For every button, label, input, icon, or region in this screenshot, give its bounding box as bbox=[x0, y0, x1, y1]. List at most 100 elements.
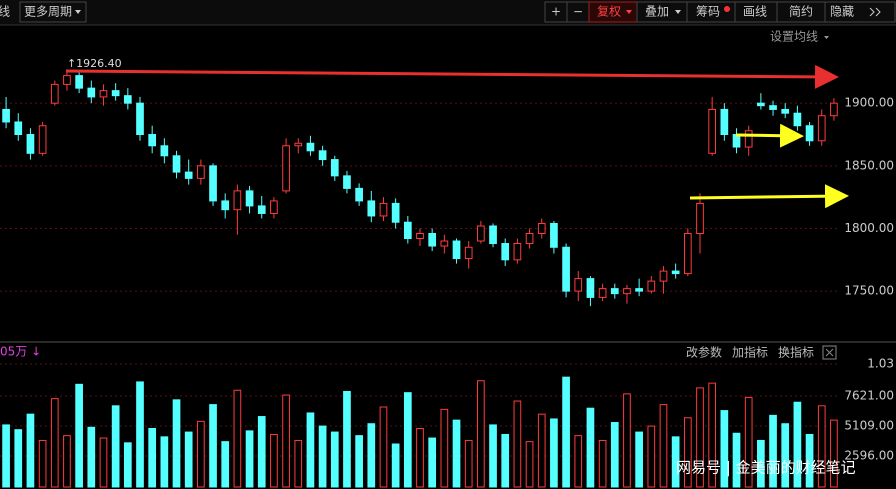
toolbar-item[interactable]: − bbox=[573, 5, 583, 19]
toolbar-item[interactable]: 线 bbox=[0, 5, 10, 19]
volume-bar bbox=[184, 431, 193, 488]
candle-body bbox=[99, 90, 108, 98]
candle-body bbox=[647, 280, 656, 292]
volume-bar bbox=[428, 437, 437, 488]
candle-body bbox=[355, 187, 363, 202]
volume-bar bbox=[87, 426, 96, 488]
candle-body bbox=[111, 90, 120, 97]
toolbar-item[interactable]: 筹码 bbox=[696, 5, 720, 19]
annotation-arrow bbox=[65, 64, 839, 89]
volume-bar bbox=[75, 383, 83, 488]
candle-body bbox=[817, 115, 826, 142]
volume-bar bbox=[623, 393, 631, 488]
volume-bar bbox=[294, 439, 303, 488]
volume-bar bbox=[744, 396, 753, 488]
y-tick-label: 1850.00 bbox=[844, 158, 894, 172]
candle-body bbox=[489, 225, 497, 245]
candle-body bbox=[623, 288, 631, 295]
candle-body bbox=[391, 202, 400, 223]
toolbar-item[interactable]: + bbox=[551, 5, 561, 19]
volume-bar bbox=[781, 423, 790, 488]
candle-body bbox=[2, 108, 10, 123]
volume-bar bbox=[550, 418, 558, 488]
candle-body bbox=[282, 145, 290, 192]
y-tick-label: 2596.00 bbox=[844, 449, 894, 463]
toolbar-right bbox=[544, 1, 896, 23]
toolbar-item[interactable]: 复权 bbox=[597, 5, 621, 19]
candle-body bbox=[683, 232, 692, 275]
toolbar-item[interactable]: 叠加 bbox=[645, 5, 669, 19]
volume-bar bbox=[647, 425, 656, 488]
candle-body bbox=[525, 232, 534, 245]
candle-body bbox=[440, 240, 449, 247]
candle-body bbox=[245, 190, 254, 207]
toolbar-item[interactable]: 简约 bbox=[789, 4, 813, 19]
panel-button[interactable]: 换指标 bbox=[778, 345, 814, 360]
candle-body bbox=[270, 200, 278, 214]
close-button[interactable] bbox=[822, 345, 837, 360]
volume-bar bbox=[379, 406, 388, 488]
candle-body bbox=[598, 288, 607, 298]
panel-button[interactable]: 加指标 bbox=[732, 345, 768, 360]
badge bbox=[724, 6, 730, 12]
candle-body bbox=[184, 171, 193, 179]
candle-body bbox=[513, 243, 522, 261]
candle-body bbox=[172, 155, 181, 173]
toolbar-item[interactable]: 更多周期 bbox=[24, 5, 72, 19]
candle-body bbox=[197, 165, 205, 179]
toolbar bbox=[0, 0, 896, 25]
panel-button[interactable]: 改参数 bbox=[686, 345, 722, 360]
volume-bar bbox=[63, 435, 71, 488]
volume-bar bbox=[671, 436, 680, 488]
toolbar-item[interactable]: 隐藏 bbox=[830, 5, 854, 19]
toolbar-item[interactable]: 画线 bbox=[743, 5, 767, 19]
candle-body bbox=[379, 202, 388, 217]
volume-bar bbox=[659, 404, 668, 488]
volume-bar bbox=[257, 416, 266, 488]
candle-body bbox=[708, 108, 717, 154]
volume-bar bbox=[343, 390, 351, 488]
candle-body bbox=[452, 240, 461, 260]
candle-body bbox=[477, 225, 485, 242]
candle-body bbox=[63, 75, 71, 85]
period-button[interactable] bbox=[19, 1, 87, 23]
candle-body bbox=[14, 121, 23, 136]
volume-bar bbox=[598, 439, 607, 488]
ma-setting[interactable]: 设置均线 bbox=[770, 30, 818, 44]
volume-bar bbox=[403, 392, 412, 488]
y-tick-label: 7621.00 bbox=[844, 389, 894, 403]
candle-body bbox=[464, 246, 473, 260]
y-tick-label: 1.03 bbox=[867, 357, 894, 371]
volume-bar bbox=[501, 433, 510, 488]
volume-bar bbox=[793, 401, 802, 488]
high-label: ↑1926.40 bbox=[67, 57, 122, 70]
candle-body bbox=[793, 112, 802, 127]
dropdown-icon bbox=[626, 10, 632, 14]
volume-bar bbox=[123, 442, 132, 488]
volume-bar bbox=[221, 441, 230, 488]
volume-bar bbox=[477, 380, 485, 488]
volume-bar bbox=[683, 417, 692, 488]
volume-bar bbox=[805, 433, 814, 488]
candle-body bbox=[50, 83, 59, 104]
marks: 1750.00 1800.00 1850.00 1900.00 2596.00 5109.… bbox=[0, 57, 894, 488]
volume-bar bbox=[282, 394, 290, 488]
volume-bar bbox=[245, 430, 254, 488]
candle-body bbox=[428, 232, 437, 247]
dropdown-icon bbox=[675, 10, 681, 14]
volume-bar bbox=[99, 437, 108, 488]
button[interactable] bbox=[824, 1, 896, 23]
candle-body bbox=[757, 102, 765, 107]
volume-bar bbox=[209, 404, 217, 488]
candle-body bbox=[781, 108, 790, 114]
volume-bar bbox=[148, 427, 157, 488]
candle-body bbox=[671, 270, 680, 275]
candle-body bbox=[769, 105, 777, 110]
candle-body bbox=[562, 246, 570, 292]
candle-body bbox=[136, 102, 144, 136]
candle-body bbox=[586, 278, 595, 298]
candle-body bbox=[744, 130, 753, 148]
candle-body bbox=[416, 232, 424, 240]
